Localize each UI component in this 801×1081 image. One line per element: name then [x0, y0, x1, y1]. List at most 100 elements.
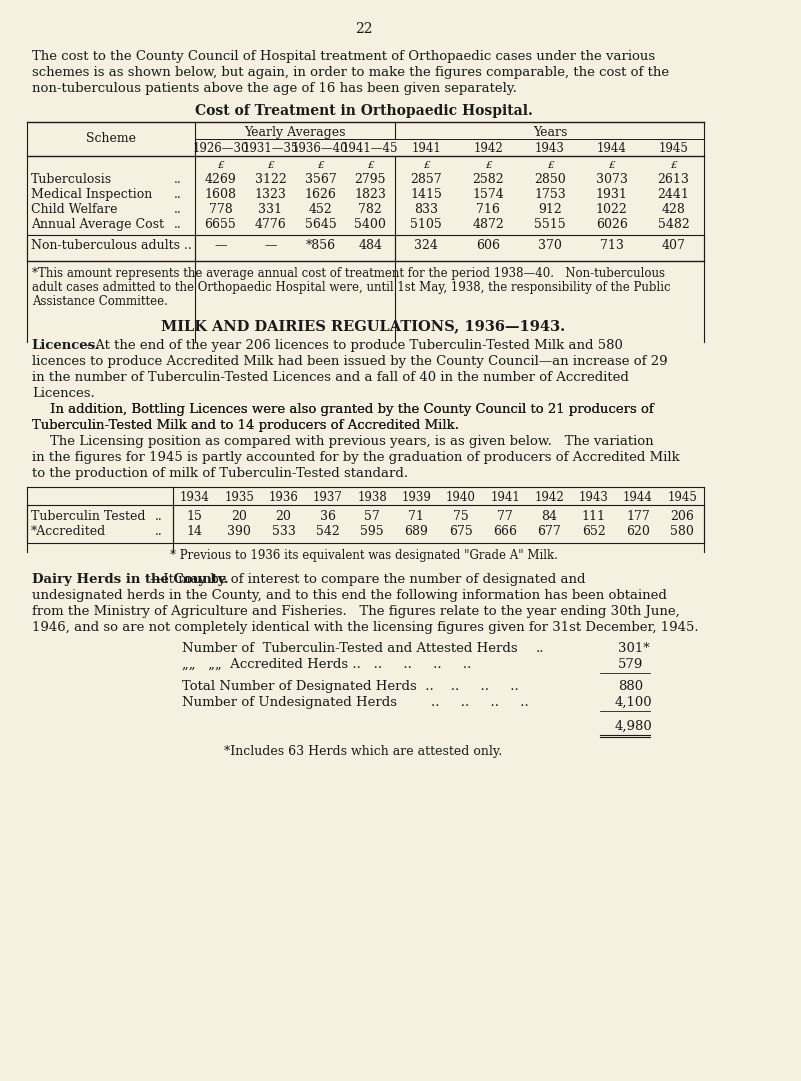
- Text: 595: 595: [360, 525, 384, 538]
- Text: —: —: [214, 239, 227, 252]
- Text: 1946, and so are not completely identical with the licensing figures given for 3: 1946, and so are not completely identica…: [32, 620, 698, 633]
- Text: 5105: 5105: [410, 218, 442, 231]
- Text: ..: ..: [174, 188, 181, 201]
- Text: 620: 620: [626, 525, 650, 538]
- Text: £: £: [670, 161, 677, 170]
- Text: £: £: [267, 161, 274, 170]
- Text: 580: 580: [670, 525, 694, 538]
- Text: 1323: 1323: [255, 188, 286, 201]
- Text: Annual Average Cost: Annual Average Cost: [31, 218, 164, 231]
- Text: 1945: 1945: [667, 491, 697, 504]
- Text: *856: *856: [305, 239, 336, 252]
- Text: 1944: 1944: [597, 142, 626, 155]
- Text: 1931—35: 1931—35: [242, 142, 299, 155]
- Text: 713: 713: [600, 239, 624, 252]
- Text: * Previous to 1936 its equivalent was designated "Grade A" Milk.: * Previous to 1936 its equivalent was de…: [170, 549, 557, 562]
- Text: 1823: 1823: [354, 188, 386, 201]
- Text: from the Ministry of Agriculture and Fisheries.   The figures relate to the year: from the Ministry of Agriculture and Fis…: [32, 605, 679, 618]
- Text: ..: ..: [155, 510, 163, 523]
- Text: 20: 20: [231, 510, 247, 523]
- Text: 84: 84: [541, 510, 557, 523]
- Text: Number of Undesignated Herds        ..     ..     ..     ..: Number of Undesignated Herds .. .. .. ..: [182, 696, 529, 709]
- Text: ..: ..: [536, 642, 545, 655]
- Text: 533: 533: [272, 525, 296, 538]
- Text: Number of  Tuberculin-Tested and Attested Herds: Number of Tuberculin-Tested and Attested…: [182, 642, 517, 655]
- Text: 778: 778: [208, 203, 232, 216]
- Text: —At the end of the year 206 licences to produce Tuberculin-Tested Milk and 580: —At the end of the year 206 licences to …: [82, 339, 622, 352]
- Text: 5515: 5515: [534, 218, 566, 231]
- Text: 579: 579: [618, 658, 643, 671]
- Text: 677: 677: [537, 525, 562, 538]
- Text: 370: 370: [538, 239, 562, 252]
- Text: 22: 22: [355, 22, 372, 36]
- Text: 912: 912: [538, 203, 562, 216]
- Text: £: £: [217, 161, 223, 170]
- Text: 1942: 1942: [473, 142, 503, 155]
- Text: 1944: 1944: [623, 491, 653, 504]
- Text: Tuberculin-Tested Milk and to 14 producers of Accredited Milk.: Tuberculin-Tested Milk and to 14 produce…: [32, 419, 459, 432]
- Text: 1937: 1937: [313, 491, 343, 504]
- Text: £: £: [367, 161, 374, 170]
- Text: 111: 111: [582, 510, 606, 523]
- Text: £: £: [317, 161, 324, 170]
- Text: 666: 666: [493, 525, 517, 538]
- Text: 1941: 1941: [412, 142, 441, 155]
- Text: Licences.: Licences.: [32, 387, 95, 400]
- Text: £: £: [485, 161, 491, 170]
- Text: 2850: 2850: [534, 173, 566, 186]
- Text: „„   „„  Accredited Herds ..   ..     ..     ..     ..: „„ „„ Accredited Herds .. .. .. .. ..: [182, 658, 471, 671]
- Text: 4776: 4776: [255, 218, 286, 231]
- Text: 71: 71: [409, 510, 425, 523]
- Text: ..: ..: [155, 525, 163, 538]
- Text: 606: 606: [476, 239, 500, 252]
- Text: 14: 14: [187, 525, 203, 538]
- Text: Tuberculin-Tested Milk and to 14 producers of Accredited Milk.: Tuberculin-Tested Milk and to 14 produce…: [32, 419, 459, 432]
- Text: 5400: 5400: [354, 218, 386, 231]
- Text: ..: ..: [174, 173, 181, 186]
- Text: 324: 324: [414, 239, 438, 252]
- Text: 1574: 1574: [473, 188, 504, 201]
- Text: 1941: 1941: [490, 491, 520, 504]
- Text: 6655: 6655: [204, 218, 236, 231]
- Text: 331: 331: [259, 203, 283, 216]
- Text: 675: 675: [449, 525, 473, 538]
- Text: Child Welfare: Child Welfare: [31, 203, 118, 216]
- Text: *This amount represents the average annual cost of treatment for the period 1938: *This amount represents the average annu…: [32, 267, 665, 280]
- Text: 5482: 5482: [658, 218, 690, 231]
- Text: Tuberculosis: Tuberculosis: [31, 173, 112, 186]
- Text: 2441: 2441: [658, 188, 690, 201]
- Text: 782: 782: [359, 203, 382, 216]
- Text: 880: 880: [618, 680, 643, 693]
- Text: £: £: [423, 161, 429, 170]
- Text: Cost of Treatment in Orthopaedic Hospital.: Cost of Treatment in Orthopaedic Hospita…: [195, 104, 533, 118]
- Text: 20: 20: [276, 510, 292, 523]
- Text: 542: 542: [316, 525, 340, 538]
- Text: Non-tuberculous adults ..: Non-tuberculous adults ..: [31, 239, 191, 252]
- Text: licences to produce Accredited Milk had been issued by the County Council—an inc: licences to produce Accredited Milk had …: [32, 355, 667, 368]
- Text: In addition, Bottling Licences were also granted by the County Council to 21 pro: In addition, Bottling Licences were also…: [50, 403, 654, 416]
- Text: 177: 177: [626, 510, 650, 523]
- Text: MILK AND DAIRIES REGULATIONS, 1936—1943.: MILK AND DAIRIES REGULATIONS, 1936—1943.: [162, 319, 566, 333]
- Text: 1608: 1608: [204, 188, 236, 201]
- Text: 1936—40: 1936—40: [292, 142, 348, 155]
- Text: 4269: 4269: [204, 173, 236, 186]
- Text: 2857: 2857: [410, 173, 442, 186]
- Text: 689: 689: [405, 525, 429, 538]
- Text: *Includes 63 Herds which are attested only.: *Includes 63 Herds which are attested on…: [224, 745, 503, 758]
- Text: 2582: 2582: [473, 173, 504, 186]
- Text: to the production of milk of Tuberculin-Tested standard.: to the production of milk of Tuberculin-…: [32, 467, 408, 480]
- Text: undesignated herds in the County, and to this end the following information has : undesignated herds in the County, and to…: [32, 589, 666, 602]
- Text: 1945: 1945: [658, 142, 688, 155]
- Text: 36: 36: [320, 510, 336, 523]
- Text: 1935: 1935: [224, 491, 254, 504]
- Text: 452: 452: [308, 203, 332, 216]
- Text: 1938: 1938: [357, 491, 387, 504]
- Text: 301*: 301*: [618, 642, 650, 655]
- Text: 5645: 5645: [304, 218, 336, 231]
- Text: 1936: 1936: [268, 491, 299, 504]
- Text: £: £: [609, 161, 615, 170]
- Text: adult cases admitted to the Orthopaedic Hospital were, until 1st May, 1938, the : adult cases admitted to the Orthopaedic …: [32, 281, 670, 294]
- Text: 1022: 1022: [596, 203, 627, 216]
- Text: 407: 407: [662, 239, 686, 252]
- Text: in the figures for 1945 is partly accounted for by the graduation of producers o: in the figures for 1945 is partly accoun…: [32, 451, 679, 464]
